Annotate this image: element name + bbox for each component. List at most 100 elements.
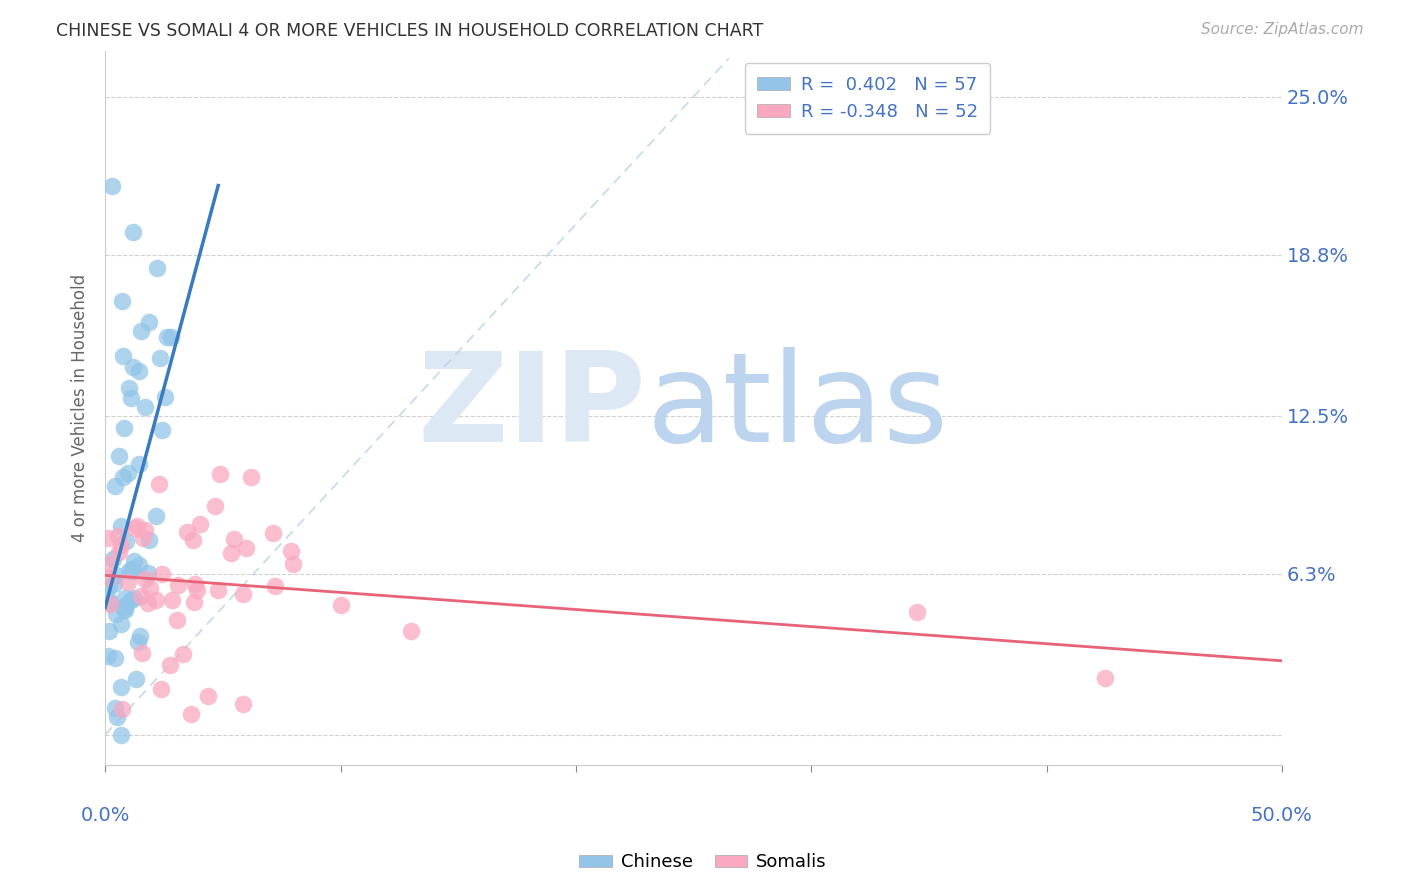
Point: [209, 467, 232, 481]
Point: [329, 598, 352, 612]
Point: [128, 364, 150, 378]
Point: [129, 325, 152, 339]
Point: [125, 672, 148, 686]
Point: [104, 651, 127, 665]
Point: [118, 381, 141, 395]
Point: [145, 592, 167, 607]
Point: [118, 564, 141, 578]
Point: [98, 597, 121, 611]
Point: [905, 605, 928, 619]
Point: [138, 581, 160, 595]
Point: [121, 562, 143, 576]
Point: [117, 575, 139, 590]
Point: [146, 260, 169, 275]
Point: [110, 728, 132, 742]
Point: [122, 360, 145, 375]
Text: 0.0%: 0.0%: [80, 806, 129, 825]
Point: [104, 568, 127, 582]
Point: [122, 591, 145, 606]
Point: [122, 564, 145, 578]
Point: [111, 470, 134, 484]
Point: [240, 470, 263, 484]
Point: [197, 690, 219, 704]
Point: [134, 572, 156, 586]
Point: [110, 539, 132, 553]
Point: [98, 593, 121, 607]
Point: [110, 617, 132, 632]
Point: [159, 658, 181, 673]
Point: [114, 591, 136, 605]
Point: [186, 583, 208, 598]
Point: [104, 479, 127, 493]
Point: [399, 624, 422, 638]
Point: [97, 531, 120, 545]
Point: [97, 649, 120, 664]
Point: [107, 529, 129, 543]
Point: [207, 582, 229, 597]
Point: [134, 524, 156, 538]
Point: [127, 635, 149, 649]
Point: [108, 449, 131, 463]
Point: [232, 587, 254, 601]
Point: [235, 541, 257, 555]
Point: [283, 557, 305, 571]
Point: [160, 330, 183, 344]
Legend: R =  0.402   N = 57, R = -0.348   N = 52: R = 0.402 N = 57, R = -0.348 N = 52: [745, 63, 990, 134]
Point: [110, 680, 132, 694]
Point: [120, 391, 142, 405]
Point: [124, 521, 146, 535]
Point: [114, 598, 136, 612]
Point: [262, 525, 284, 540]
Point: [131, 646, 153, 660]
Point: [150, 681, 173, 696]
Text: CHINESE VS SOMALI 4 OR MORE VEHICLES IN HOUSEHOLD CORRELATION CHART: CHINESE VS SOMALI 4 OR MORE VEHICLES IN …: [56, 22, 763, 40]
Legend: Chinese, Somalis: Chinese, Somalis: [572, 847, 834, 879]
Point: [103, 577, 125, 591]
Point: [112, 601, 135, 615]
Point: [156, 330, 179, 344]
Point: [150, 423, 173, 437]
Point: [176, 525, 198, 540]
Point: [122, 554, 145, 568]
Point: [219, 545, 242, 559]
Point: [167, 578, 190, 592]
Point: [183, 595, 205, 609]
Point: [152, 567, 174, 582]
Point: [111, 702, 134, 716]
Point: [115, 533, 138, 548]
Point: [280, 544, 302, 558]
Point: [108, 545, 131, 559]
Point: [136, 566, 159, 580]
Point: [184, 577, 207, 591]
Point: [97, 579, 120, 593]
Point: [131, 590, 153, 604]
Point: [97, 572, 120, 586]
Point: [181, 533, 204, 548]
Point: [180, 707, 202, 722]
Point: [148, 477, 170, 491]
Point: [160, 592, 183, 607]
Point: [149, 351, 172, 365]
Text: 50.0%: 50.0%: [1251, 806, 1313, 825]
Point: [111, 349, 134, 363]
Text: ZIP: ZIP: [418, 348, 647, 468]
Point: [1094, 672, 1116, 686]
Point: [112, 421, 135, 435]
Point: [172, 647, 194, 661]
Point: [105, 607, 128, 621]
Point: [127, 518, 149, 533]
Point: [128, 558, 150, 573]
Point: [136, 596, 159, 610]
Point: [153, 390, 176, 404]
Point: [264, 579, 287, 593]
Point: [145, 509, 167, 524]
Point: [122, 225, 145, 239]
Point: [111, 293, 134, 308]
Text: atlas: atlas: [647, 348, 949, 468]
Point: [138, 533, 160, 547]
Point: [128, 457, 150, 471]
Point: [97, 557, 120, 571]
Point: [101, 178, 124, 193]
Point: [120, 593, 142, 607]
Point: [110, 518, 132, 533]
